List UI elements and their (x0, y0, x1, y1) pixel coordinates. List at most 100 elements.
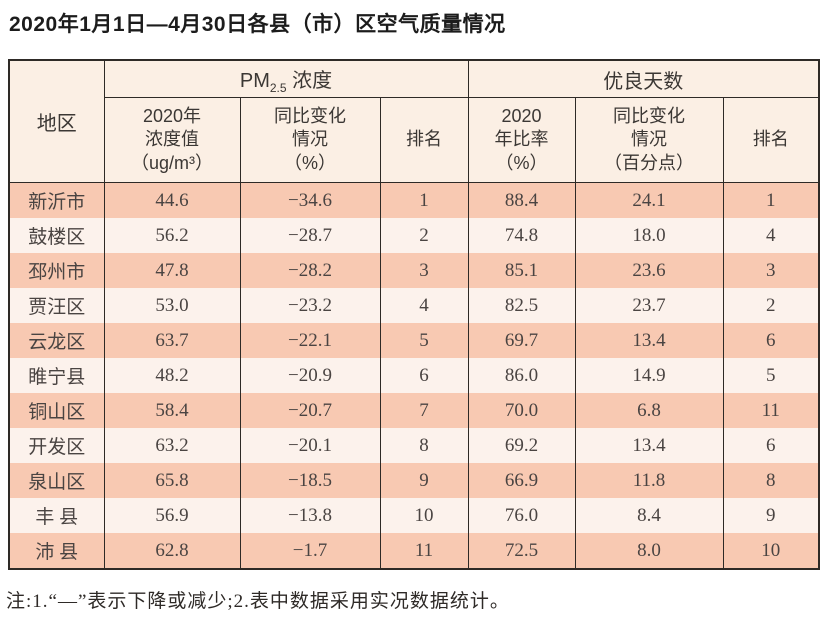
pm-change-cell: −18.5 (239, 463, 381, 498)
days-change-cell: 8.0 (574, 533, 724, 569)
pm25-label-subscript: 2.5 (269, 80, 287, 95)
days-rank-cell: 8 (722, 463, 820, 498)
pm-change-cell: −20.7 (239, 393, 381, 428)
days-rank-cell: 5 (722, 358, 820, 393)
region-cell: 沛 县 (8, 533, 105, 569)
days-ratio-cell: 72.5 (467, 533, 576, 569)
region-cell: 云龙区 (8, 323, 105, 358)
days-change-cell: 6.8 (574, 393, 724, 428)
pm-rank-cell: 2 (379, 218, 469, 253)
pm-value-cell: 53.0 (103, 288, 241, 323)
days-change-cell: 14.9 (574, 358, 724, 393)
pm-change-cell: −22.1 (239, 323, 381, 358)
table-body: 新沂市 44.6 −34.6 1 88.4 24.1 1 鼓楼区 56.2 −28.7 2 74.8 1… (8, 182, 820, 569)
pm-change-cell: −28.7 (239, 218, 381, 253)
pm25-group-header: PM2.5 浓度 (103, 59, 469, 98)
air-quality-table: 地区 PM2.5 浓度 优良天数 2020年 浓度值 （ug/m³） 同比变化 … (8, 59, 821, 570)
pm-rank-cell: 9 (379, 463, 469, 498)
days-rank-cell: 9 (722, 498, 820, 533)
days-ratio-cell: 82.5 (467, 288, 576, 323)
days-rank-cell: 2 (722, 288, 820, 323)
pm-change-cell: −20.1 (239, 428, 381, 463)
days-change-cell: 18.0 (574, 218, 724, 253)
days-change-cell: 13.4 (574, 323, 724, 358)
region-cell: 丰 县 (8, 498, 105, 533)
pm-change-cell: −13.8 (239, 498, 381, 533)
days-ratio-cell: 85.1 (467, 253, 576, 288)
region-cell: 邳州市 (8, 253, 105, 288)
page-title: 2020年1月1日—4月30日各县（市）区空气质量情况 (9, 13, 506, 36)
pm-value-cell: 65.8 (103, 463, 241, 498)
days-ratio-cell: 69.2 (467, 428, 576, 463)
days-change-cell: 8.4 (574, 498, 724, 533)
table-row: 睢宁县 48.2 −20.9 6 86.0 14.9 5 (8, 358, 820, 393)
pm-rank-cell: 6 (379, 358, 469, 393)
days-ratio-cell: 66.9 (467, 463, 576, 498)
region-cell: 鼓楼区 (8, 218, 105, 253)
days-rank-cell: 11 (722, 393, 820, 428)
days-change-cell: 11.8 (574, 463, 724, 498)
days-rank-cell: 6 (722, 323, 820, 358)
region-header-cell: 地区 (8, 59, 105, 183)
pm-rank-cell: 8 (379, 428, 469, 463)
table-row: 邳州市 47.8 −28.2 3 85.1 23.6 3 (8, 253, 820, 288)
pm-value-cell: 48.2 (103, 358, 241, 393)
pm-rank-cell: 4 (379, 288, 469, 323)
pm-rank-cell: 5 (379, 323, 469, 358)
days-change-cell: 24.1 (574, 182, 724, 218)
pm-change-cell: −23.2 (239, 288, 381, 323)
pm-value-cell: 56.9 (103, 498, 241, 533)
region-cell: 睢宁县 (8, 358, 105, 393)
header-sub-row: 2020年 浓度值 （ug/m³） 同比变化 情况 （%） 排名 2020 年比… (9, 97, 820, 183)
days-ratio-cell: 70.0 (467, 393, 576, 428)
days-rank-cell: 4 (722, 218, 820, 253)
days-rank-cell: 3 (722, 253, 820, 288)
table-row: 开发区 63.2 −20.1 8 69.2 13.4 6 (8, 428, 820, 463)
pm-value-cell: 63.7 (103, 323, 241, 358)
region-cell: 贾汪区 (8, 288, 105, 323)
footnote: 注:1.“—”表示下降或减少;2.表中数据采用实况数据统计。 (6, 591, 510, 612)
table-row: 鼓楼区 56.2 −28.7 2 74.8 18.0 4 (8, 218, 820, 253)
table-row: 云龙区 63.7 −22.1 5 69.7 13.4 6 (8, 323, 820, 358)
good-days-group-header: 优良天数 (467, 59, 820, 98)
pm-value-cell: 44.6 (103, 182, 241, 218)
region-cell: 铜山区 (8, 393, 105, 428)
days-ratio-cell: 88.4 (467, 182, 576, 218)
days-rank-cell: 1 (722, 182, 820, 218)
pm-value-cell: 62.8 (103, 533, 241, 569)
pm-rank-header: 排名 (379, 97, 469, 183)
region-cell: 泉山区 (8, 463, 105, 498)
table-row: 新沂市 44.6 −34.6 1 88.4 24.1 1 (8, 182, 820, 218)
pm-value-cell: 47.8 (103, 253, 241, 288)
days-ratio-cell: 69.7 (467, 323, 576, 358)
days-ratio-cell: 74.8 (467, 218, 576, 253)
days-rank-cell: 6 (722, 428, 820, 463)
table-row: 沛 县 62.8 −1.7 11 72.5 8.0 10 (8, 533, 820, 569)
days-change-cell: 23.6 (574, 253, 724, 288)
days-rank-cell: 10 (722, 533, 820, 569)
header-group-row: 地区 PM2.5 浓度 优良天数 (8, 59, 820, 183)
days-rank-header: 排名 (722, 97, 820, 183)
table-header: 地区 PM2.5 浓度 优良天数 2020年 浓度值 （ug/m³） 同比变化 … (8, 59, 820, 183)
region-cell: 新沂市 (8, 182, 105, 218)
days-ratio-header: 2020 年比率 （%） (467, 97, 576, 183)
table-row: 铜山区 58.4 −20.7 7 70.0 6.8 11 (8, 393, 820, 428)
table-row: 贾汪区 53.0 −23.2 4 82.5 23.7 2 (8, 288, 820, 323)
days-change-header: 同比变化 情况 （百分点） (574, 97, 724, 183)
pm25-label-suffix: 浓度 (286, 69, 333, 92)
region-cell: 开发区 (8, 428, 105, 463)
pm-change-header: 同比变化 情况 （%） (239, 97, 381, 183)
pm-rank-cell: 10 (379, 498, 469, 533)
pm-value-cell: 56.2 (103, 218, 241, 253)
pm-change-cell: −20.9 (239, 358, 381, 393)
table-row: 泉山区 65.8 −18.5 9 66.9 11.8 8 (8, 463, 820, 498)
days-ratio-cell: 76.0 (467, 498, 576, 533)
days-ratio-cell: 86.0 (467, 358, 576, 393)
pm-rank-cell: 7 (379, 393, 469, 428)
table-row: 丰 县 56.9 −13.8 10 76.0 8.4 9 (8, 498, 820, 533)
days-change-cell: 13.4 (574, 428, 724, 463)
pm-value-cell: 58.4 (103, 393, 241, 428)
pm-rank-cell: 1 (379, 182, 469, 218)
pm-value-header: 2020年 浓度值 （ug/m³） (103, 97, 241, 183)
pm-rank-cell: 11 (379, 533, 469, 569)
